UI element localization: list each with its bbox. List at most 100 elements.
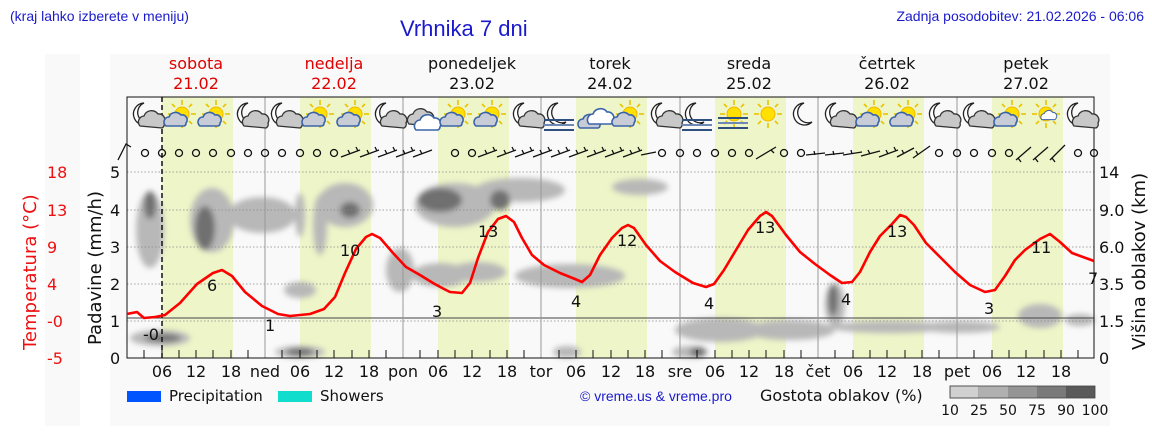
precip-tick: 1 <box>110 312 120 331</box>
svg-text:18: 18 <box>1051 362 1071 381</box>
temp-label: -0 <box>143 325 159 344</box>
svg-text:12: 12 <box>739 362 759 381</box>
svg-text:18: 18 <box>774 362 794 381</box>
cloud-height-tick: 1.5 <box>1099 312 1124 331</box>
temp-label: 4 <box>704 294 714 313</box>
svg-text:18: 18 <box>497 362 517 381</box>
day-date: 23.02 <box>449 74 495 93</box>
precip-tick: 4 <box>110 201 120 220</box>
day-name: petek <box>1003 54 1049 73</box>
svg-text:12: 12 <box>1016 362 1036 381</box>
day-header: sreda 25.02 <box>689 54 809 94</box>
svg-text:čet: čet <box>806 362 831 381</box>
sun-icon <box>753 99 783 129</box>
page-title: Vrhnika 7 dni <box>400 16 528 41</box>
day-date: 27.02 <box>1003 74 1049 93</box>
temperature-labels: -0 6 1 10 3 13 4 12 4 13 4 13 3 11 7 <box>143 218 1098 344</box>
cloud-height-tick: 14 <box>1099 163 1119 182</box>
precip-axis-ticks: 5 4 3 2 1 0 <box>110 163 120 368</box>
day-date: 25.02 <box>726 74 772 93</box>
temp-label: 6 <box>207 276 217 295</box>
day-header: sobota 21.02 <box>136 54 256 94</box>
precip-tick: 3 <box>110 238 120 257</box>
day-header: petek 27.02 <box>966 54 1086 94</box>
density-tick: 10 <box>941 403 959 419</box>
temp-label: 3 <box>984 299 994 318</box>
temp-label: 7 <box>1088 269 1098 288</box>
copyright-link[interactable]: © vreme.us & vreme.pro <box>580 388 732 404</box>
svg-text:06: 06 <box>428 362 448 381</box>
svg-text:12: 12 <box>601 362 621 381</box>
svg-text:06: 06 <box>982 362 1002 381</box>
svg-text:06: 06 <box>705 362 725 381</box>
density-tick: 50 <box>999 403 1017 419</box>
showers-swatch <box>278 390 312 402</box>
svg-text:12: 12 <box>324 362 344 381</box>
day-name: sreda <box>726 54 772 73</box>
svg-text:06: 06 <box>152 362 172 381</box>
day-name: četrtek <box>858 54 916 73</box>
precip-tick: 5 <box>110 163 120 182</box>
temp-label: 13 <box>755 218 775 237</box>
svg-text:18: 18 <box>221 362 241 381</box>
day-name: torek <box>589 54 631 73</box>
day-header: četrtek 26.02 <box>827 54 947 94</box>
density-tick: 90 <box>1057 403 1075 419</box>
day-header: ponedeljek 23.02 <box>412 54 532 94</box>
temp-label: 13 <box>887 222 907 241</box>
svg-text:12: 12 <box>186 362 206 381</box>
precip-tick: 0 <box>110 349 120 368</box>
day-date: 21.02 <box>173 74 219 93</box>
day-date: 24.02 <box>587 74 633 93</box>
precip-tick: 2 <box>110 275 120 294</box>
cloud-height-axis-label: Višina oblakov (km) <box>1129 173 1150 350</box>
day-name: sobota <box>168 54 224 73</box>
svg-text:sre: sre <box>668 362 692 381</box>
day-date: 22.02 <box>311 74 357 93</box>
svg-text:06: 06 <box>290 362 310 381</box>
cloud-height-tick: 9.0 <box>1099 201 1124 220</box>
svg-text:18: 18 <box>635 362 655 381</box>
svg-text:06: 06 <box>843 362 863 381</box>
cloud-height-tick: 6.0 <box>1099 238 1124 257</box>
svg-text:18: 18 <box>912 362 932 381</box>
precip-axis-label: Padavine (mm/h) <box>85 191 106 345</box>
temp-tick: -5 <box>47 349 63 368</box>
x-tick-labels: 06 12 18 ned 06 12 18 pon 06 12 18 tor 0… <box>152 362 1071 381</box>
cloud-density-scale: 10 25 50 75 90 100 <box>941 385 1109 419</box>
svg-text:12: 12 <box>462 362 482 381</box>
location-menu-hint: (kraj lahko izberete v meniju) <box>10 8 189 24</box>
density-tick: 25 <box>970 403 988 419</box>
temp-label: 4 <box>841 290 851 309</box>
last-update-timestamp: Zadnja posodobitev: 21.02.2026 - 06:06 <box>896 8 1144 24</box>
day-header: torek 24.02 <box>550 54 670 94</box>
temp-tick: 13 <box>47 201 67 220</box>
svg-text:pet: pet <box>944 362 970 381</box>
temp-label: 1 <box>265 316 275 335</box>
cloud-height-ticks: 14 9.0 6.0 3.5 1.5 0 <box>1099 163 1124 368</box>
temp-label: 11 <box>1031 238 1051 257</box>
legend-label: Showers <box>320 387 384 405</box>
svg-text:06: 06 <box>566 362 586 381</box>
temp-label: 4 <box>571 292 581 311</box>
density-tick: 100 <box>1082 403 1109 419</box>
temp-tick: 18 <box>47 163 67 182</box>
precipitation-swatch <box>127 390 161 402</box>
temp-label: 13 <box>478 222 498 241</box>
temp-axis-background <box>45 54 80 426</box>
legend-label: Precipitation <box>169 387 263 405</box>
temp-axis-label: Temperatura (°C) <box>20 194 41 351</box>
sun-small-cloud-icon <box>1031 99 1061 129</box>
temp-label: 3 <box>432 302 442 321</box>
x-ticks <box>143 350 1079 358</box>
svg-text:ned: ned <box>250 362 280 381</box>
day-separators <box>264 97 958 358</box>
svg-text:pon: pon <box>388 362 418 381</box>
temp-label: 10 <box>340 241 360 260</box>
density-tick: 75 <box>1028 403 1046 419</box>
cloud-density-field <box>130 178 1095 358</box>
grid-lines <box>127 171 1094 322</box>
cloud-height-tick: 3.5 <box>1099 275 1124 294</box>
svg-text:tor: tor <box>530 362 553 381</box>
temperature-line <box>126 210 1095 320</box>
